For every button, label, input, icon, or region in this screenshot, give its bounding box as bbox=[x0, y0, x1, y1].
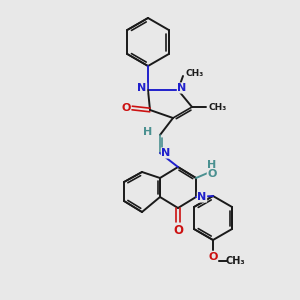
Text: O: O bbox=[208, 252, 218, 262]
Text: N: N bbox=[197, 192, 207, 202]
Text: N: N bbox=[177, 83, 187, 93]
Text: N: N bbox=[161, 148, 171, 158]
Text: N: N bbox=[137, 83, 147, 93]
Text: O: O bbox=[173, 224, 183, 236]
Text: O: O bbox=[207, 169, 217, 179]
Text: H: H bbox=[207, 160, 217, 170]
Text: CH₃: CH₃ bbox=[209, 103, 227, 112]
Text: CH₃: CH₃ bbox=[225, 256, 245, 266]
Text: O: O bbox=[121, 103, 131, 113]
Text: H: H bbox=[143, 127, 153, 137]
Text: CH₃: CH₃ bbox=[186, 70, 204, 79]
